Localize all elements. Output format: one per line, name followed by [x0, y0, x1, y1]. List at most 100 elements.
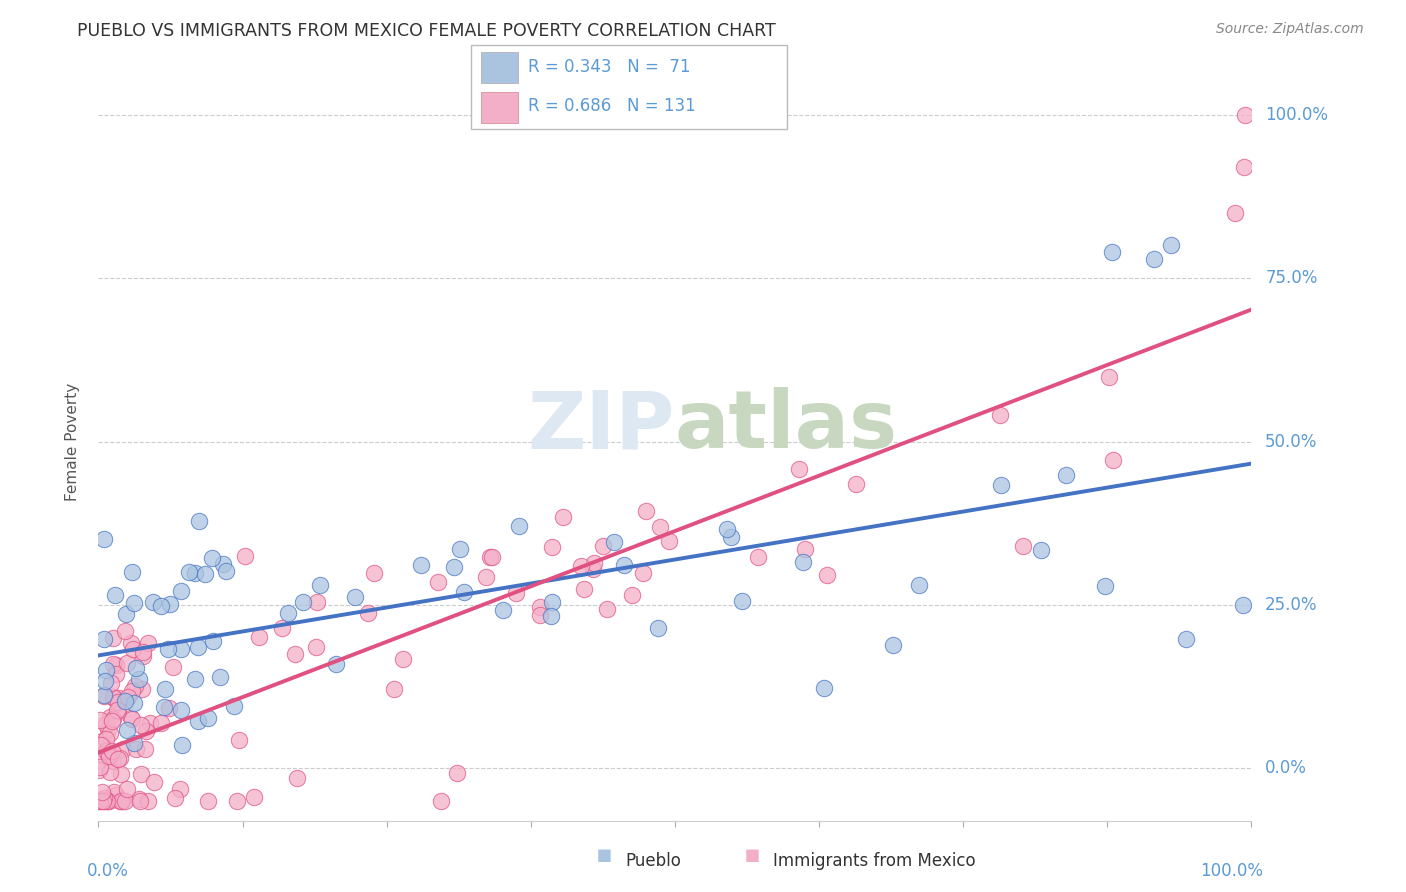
Point — [159, 598, 181, 612]
Point — [572, 582, 595, 596]
Point — [111, 794, 134, 808]
Point — [443, 560, 465, 574]
Point — [492, 603, 515, 617]
Point — [93, 749, 115, 764]
Point — [93, 688, 115, 702]
Point — [187, 714, 209, 728]
Point — [103, 690, 125, 705]
Point — [101, 714, 124, 729]
Point — [131, 649, 153, 664]
Point — [128, 672, 150, 686]
Point — [153, 700, 176, 714]
Bar — [481, 92, 519, 122]
Point — [101, 712, 124, 726]
Point — [427, 574, 450, 589]
Point — [453, 585, 475, 599]
Point — [215, 565, 238, 579]
Text: 25.0%: 25.0% — [1265, 596, 1317, 614]
Point — [170, 641, 193, 656]
Point — [122, 736, 145, 750]
Point — [212, 557, 235, 571]
Point — [98, 710, 121, 724]
Point — [129, 767, 152, 781]
Point — [143, 774, 166, 789]
Point — [89, 794, 111, 808]
Point — [115, 656, 138, 670]
Point — [124, 679, 146, 693]
Point — [224, 699, 246, 714]
Point — [169, 782, 191, 797]
Point — [87, 794, 110, 808]
Point — [170, 584, 193, 599]
Point — [98, 748, 121, 763]
Point — [197, 711, 219, 725]
Point — [134, 742, 156, 756]
Point — [97, 747, 120, 761]
Point — [595, 601, 617, 615]
Point — [90, 738, 112, 752]
Point — [541, 540, 564, 554]
Point — [91, 785, 114, 799]
Point — [247, 630, 270, 644]
Point — [613, 558, 636, 572]
Point — [96, 722, 118, 736]
Point — [101, 754, 124, 768]
Y-axis label: Female Poverty: Female Poverty — [65, 383, 80, 500]
FancyBboxPatch shape — [471, 45, 787, 129]
Point — [363, 566, 385, 581]
Point — [114, 794, 136, 808]
Point — [478, 549, 501, 564]
Point — [187, 640, 209, 655]
Point — [716, 522, 738, 536]
Point — [93, 632, 115, 647]
Point — [110, 794, 132, 808]
Text: Source: ZipAtlas.com: Source: ZipAtlas.com — [1216, 22, 1364, 37]
Point — [446, 766, 468, 780]
Point — [188, 514, 211, 528]
Point — [592, 539, 614, 553]
Point — [529, 607, 551, 622]
Point — [162, 660, 184, 674]
Point — [201, 551, 224, 566]
Point — [1102, 453, 1125, 467]
Point — [101, 744, 124, 758]
Point — [505, 586, 527, 600]
Point — [108, 794, 131, 808]
Point — [104, 667, 127, 681]
Point — [172, 738, 194, 752]
Point — [136, 636, 159, 650]
Point — [142, 595, 165, 609]
Text: 0.0%: 0.0% — [87, 863, 129, 880]
Point — [89, 713, 111, 727]
Point — [647, 621, 669, 635]
Point — [96, 742, 118, 756]
Point — [228, 733, 250, 747]
Point — [449, 541, 471, 556]
Point — [636, 504, 658, 518]
Point — [1012, 539, 1035, 553]
Point — [357, 606, 380, 620]
Point — [474, 570, 496, 584]
Point — [202, 633, 225, 648]
Point — [121, 712, 143, 726]
Point — [243, 789, 266, 804]
Point — [658, 533, 681, 548]
Point — [621, 588, 644, 602]
Point — [1094, 579, 1116, 593]
Point — [990, 478, 1012, 492]
Point — [1029, 543, 1052, 558]
Point — [1234, 108, 1257, 122]
Point — [1142, 252, 1164, 266]
Point — [209, 670, 232, 684]
Point — [569, 559, 592, 574]
Point — [110, 766, 132, 780]
Point — [150, 715, 173, 730]
Text: 0.0%: 0.0% — [1265, 759, 1308, 777]
Point — [793, 542, 815, 557]
Text: ZIP: ZIP — [527, 387, 675, 466]
Text: ▪: ▪ — [596, 843, 613, 867]
Text: 100.0%: 100.0% — [1265, 106, 1329, 124]
Point — [1098, 369, 1121, 384]
Point — [1232, 598, 1254, 612]
Point — [343, 590, 366, 604]
